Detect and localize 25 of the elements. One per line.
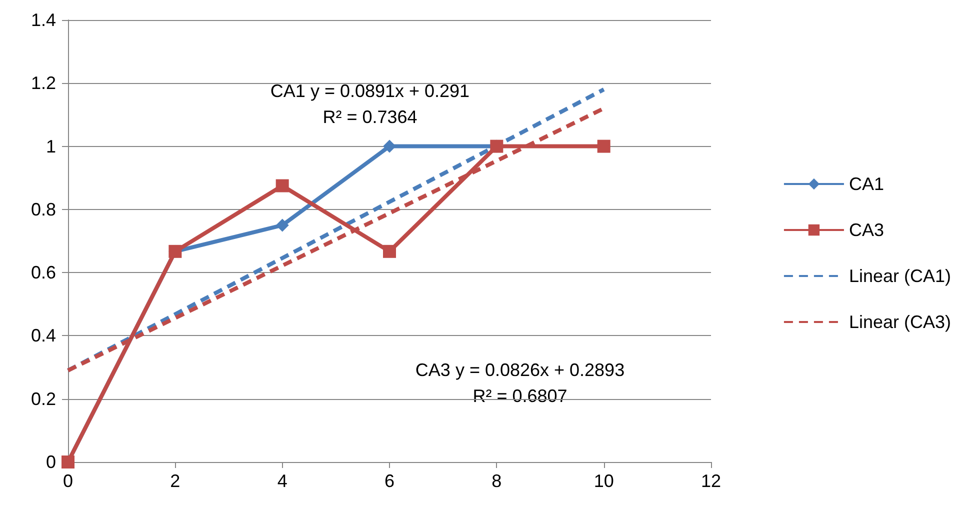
x-tick-label: 4	[277, 471, 288, 491]
x-tick-label: 2	[170, 471, 180, 491]
point	[383, 140, 396, 153]
y-tick-label: 0.4	[30, 326, 56, 346]
x-tick-label: 6	[384, 471, 395, 491]
point	[383, 244, 396, 258]
legend-label: CA3	[848, 220, 884, 240]
y-tick-label: 1.4	[30, 10, 56, 30]
y-tick-label: 0	[46, 452, 56, 472]
legend-label: Linear (CA3)	[848, 312, 952, 332]
annotation: CA1 y = 0.0891x + 0.291 R² = 0.7364	[270, 81, 470, 127]
y-tick-label: 0.2	[30, 388, 56, 409]
x-tick-label: 10	[594, 471, 614, 491]
point	[276, 218, 289, 232]
y-tick-label: 1	[46, 136, 56, 156]
x-tick-label: 12	[700, 471, 722, 491]
legend-label: CA1	[848, 174, 884, 194]
y-tick-label: 0.6	[30, 262, 56, 283]
point	[276, 179, 289, 192]
y-tick-label: 0.8	[30, 199, 56, 220]
y-tick-label: 1.2	[30, 73, 56, 94]
x-tick-label: 0	[62, 471, 74, 491]
legend-label: Linear (CA1)	[848, 266, 952, 286]
point	[597, 140, 610, 153]
x-tick-label: 8	[492, 471, 502, 491]
